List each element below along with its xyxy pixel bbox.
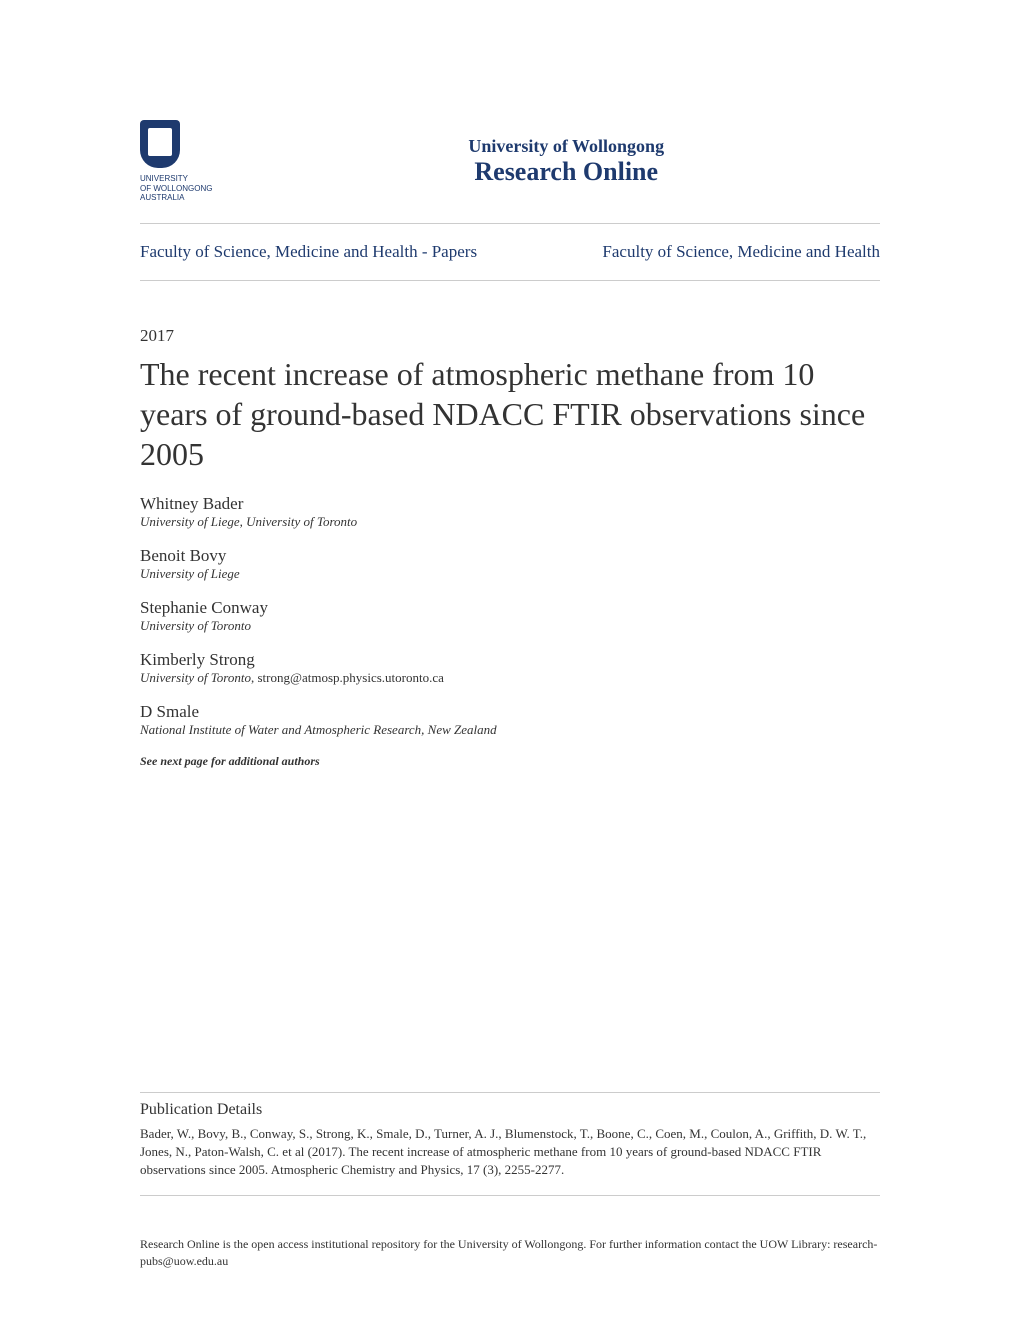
author-block: Stephanie Conway University of Toronto [140,598,880,634]
logo-text-australia: AUSTRALIA [140,193,184,203]
repository-title-block: University of Wollongong Research Online [252,136,880,187]
see-next-page: See next page for additional authors [140,754,880,769]
author-name: Stephanie Conway [140,598,880,618]
publication-year: 2017 [140,326,880,346]
author-affiliation: University of Toronto, strong@atmosp.phy… [140,670,880,686]
divider-pub-bottom [140,1195,880,1196]
author-block: D Smale National Institute of Water and … [140,702,880,738]
author-name: D Smale [140,702,880,722]
author-affiliation: University of Liege [140,566,880,582]
author-affiliation: National Institute of Water and Atmosphe… [140,722,880,738]
faculty-row: Faculty of Science, Medicine and Health … [140,232,880,272]
author-affiliation: University of Toronto [140,618,880,634]
author-name: Kimberly Strong [140,650,880,670]
author-name: Whitney Bader [140,494,880,514]
paper-title: The recent increase of atmospheric metha… [140,354,880,474]
divider-faculty [140,280,880,281]
logo-text-university: UNIVERSITY [140,174,188,184]
publication-details-heading: Publication Details [140,1101,880,1119]
divider-top [140,223,880,224]
university-logo: UNIVERSITY OF WOLLONGONG AUSTRALIA [140,120,212,203]
repository-name[interactable]: Research Online [252,157,880,187]
author-affiliation: University of Liege, University of Toron… [140,514,880,530]
footer-text: Research Online is the open access insti… [140,1236,880,1270]
faculty-papers-link[interactable]: Faculty of Science, Medicine and Health … [140,242,477,262]
university-name[interactable]: University of Wollongong [252,136,880,157]
bottom-section: Publication Details Bader, W., Bovy, B.,… [140,1084,880,1270]
author-name: Benoit Bovy [140,546,880,566]
author-block: Benoit Bovy University of Liege [140,546,880,582]
faculty-link[interactable]: Faculty of Science, Medicine and Health [602,242,880,262]
publication-details-text: Bader, W., Bovy, B., Conway, S., Strong,… [140,1125,880,1180]
divider-pub-top [140,1092,880,1093]
shield-icon [140,120,180,168]
author-block: Kimberly Strong University of Toronto, s… [140,650,880,686]
header-row: UNIVERSITY OF WOLLONGONG AUSTRALIA Unive… [140,120,880,203]
logo-text-wollongong: OF WOLLONGONG [140,184,212,194]
author-block: Whitney Bader University of Liege, Unive… [140,494,880,530]
